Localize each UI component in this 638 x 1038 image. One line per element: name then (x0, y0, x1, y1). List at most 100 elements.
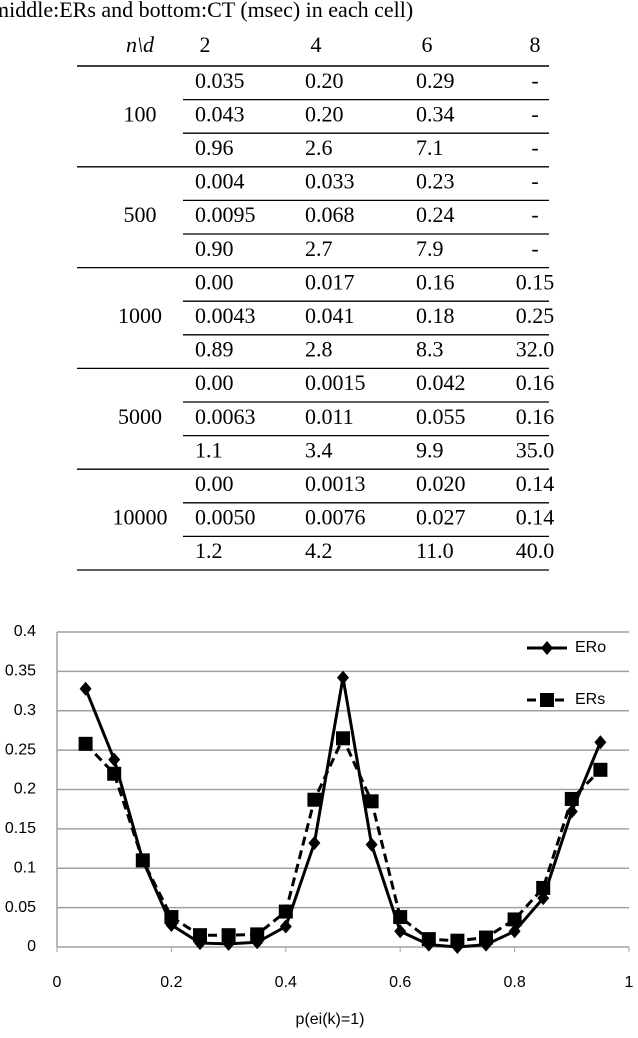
legend-label: ERs (575, 691, 605, 708)
table-n: 5000 (118, 404, 162, 429)
point (507, 912, 522, 927)
point (221, 928, 236, 943)
point (508, 924, 521, 939)
table-cell: - (531, 236, 538, 261)
point (250, 927, 265, 942)
point (337, 670, 349, 685)
table-header: 8 (530, 32, 541, 57)
legend-marker (541, 641, 553, 655)
point (135, 853, 150, 868)
x-tick-label: 0.2 (160, 974, 182, 991)
table-cell: 2.7 (305, 236, 333, 261)
y-tick-label: 0.35 (5, 663, 36, 680)
point (564, 791, 579, 806)
point (565, 804, 578, 819)
table-cell: 0.34 (416, 101, 455, 126)
table-cell: 9.9 (416, 437, 444, 462)
table-cell: 0.068 (305, 202, 355, 227)
table-cell: 2.8 (305, 337, 333, 362)
table-header: 4 (311, 32, 322, 57)
table-cell: - (531, 169, 538, 194)
table-cell: 0.16 (516, 370, 555, 395)
table-cell: 0.24 (416, 202, 455, 227)
table-cell: 35.0 (516, 437, 555, 462)
y-tick-label: 0 (27, 938, 36, 955)
series-line (84, 677, 602, 949)
x-tick-label: 0.8 (503, 974, 525, 991)
point (421, 932, 436, 947)
table-cell: 0.0050 (195, 505, 256, 530)
x-tick-label: 0 (53, 974, 62, 991)
point (307, 792, 322, 807)
table-cell: 0.96 (195, 135, 234, 160)
table-cell: 0.041 (305, 303, 355, 328)
table-cell: - (531, 135, 538, 160)
table-cell: 0.055 (416, 404, 466, 429)
table-cell: 0.0095 (195, 202, 256, 227)
table-cell: 1.2 (195, 538, 223, 563)
table-cell: 0.004 (195, 169, 245, 194)
x-tick-label: 0.4 (275, 974, 297, 991)
y-tick-label: 0.25 (5, 741, 36, 758)
table-cell: 0.011 (305, 404, 354, 429)
table-cell: 0.027 (416, 505, 466, 530)
caption: middle:ERs and bottom:CT (msec) in each … (0, 0, 413, 22)
table-cell: 0.15 (516, 269, 555, 294)
table-cell: 0.29 (416, 68, 455, 93)
table-cell: - (531, 68, 538, 93)
table-cell: 0.25 (516, 303, 555, 328)
point (394, 924, 407, 939)
table-n: 10000 (113, 505, 168, 530)
table-cell: 0.0015 (305, 370, 366, 395)
table-header: 6 (422, 32, 433, 57)
table-cell: 0.035 (195, 68, 245, 93)
y-tick-label: 0.05 (5, 899, 36, 916)
table-cell: - (531, 101, 538, 126)
point (593, 762, 608, 777)
point (78, 736, 93, 751)
table-cell: - (531, 202, 538, 227)
table-cell: 4.2 (305, 538, 333, 563)
table-cell: 1.1 (195, 437, 223, 462)
table-cell: 0.89 (195, 337, 234, 362)
y-tick-label: 0.1 (14, 859, 36, 876)
table-cell: 0.043 (195, 101, 245, 126)
table-cell: 8.3 (416, 337, 444, 362)
point (164, 910, 179, 925)
table-header: n\d (126, 32, 155, 57)
point (450, 933, 465, 948)
point (278, 904, 293, 919)
table-cell: 0.0043 (195, 303, 256, 328)
table-cell: 0.14 (516, 471, 555, 496)
y-tick-label: 0.15 (5, 820, 36, 837)
table-cell: 0.0063 (195, 404, 256, 429)
table-header: 2 (200, 32, 211, 57)
y-tick-label: 0.3 (14, 702, 36, 719)
legend-marker (540, 693, 554, 707)
x-axis-label: p(ei(k)=1) (296, 1011, 365, 1028)
table-cell: 0.00 (195, 471, 234, 496)
table-cell: 40.0 (516, 538, 555, 563)
table-cell: 32.0 (516, 337, 555, 362)
table-cell: 0.00 (195, 269, 234, 294)
table-cell: 7.1 (416, 135, 444, 160)
table-n: 1000 (118, 303, 162, 328)
table-cell: 0.18 (416, 303, 455, 328)
point (308, 836, 321, 851)
point (536, 880, 551, 895)
table-cell: 7.9 (416, 236, 444, 261)
legend-label: ERo (575, 639, 606, 656)
point (193, 928, 207, 943)
table-cell: 0.23 (416, 169, 455, 194)
table-cell: 3.4 (305, 437, 333, 462)
y-tick-label: 0.4 (14, 623, 36, 640)
table-cell: 0.0013 (305, 471, 366, 496)
table-cell: 0.017 (305, 269, 355, 294)
point (364, 794, 379, 809)
table-cell: 0.042 (416, 370, 466, 395)
point (393, 910, 408, 925)
table-cell: 0.16 (516, 404, 555, 429)
x-tick-label: 1 (625, 974, 634, 991)
